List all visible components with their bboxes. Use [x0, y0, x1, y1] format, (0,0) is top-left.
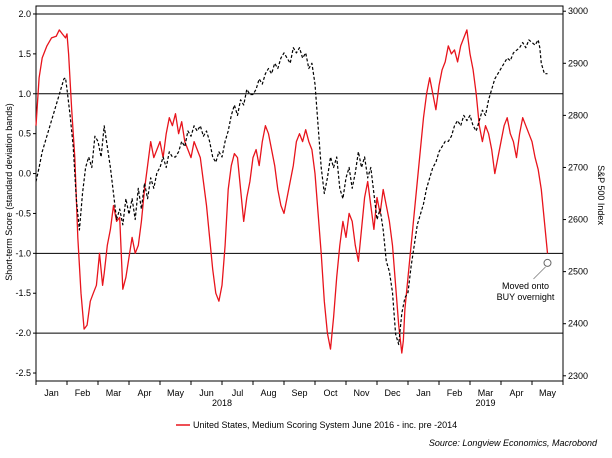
x-tick-label: May — [167, 388, 185, 398]
legend: United States, Medium Scoring System Jun… — [176, 420, 457, 430]
right-tick-label: 2500 — [568, 267, 588, 277]
x-axis-ticks: Jan Feb Mar Apr May Jun Jul Aug Sep Oct Nov Dec Jan F… — [35, 381, 564, 408]
x-tick-label: Jul — [232, 388, 244, 398]
right-tick-label: 2700 — [568, 162, 588, 172]
x-tick-label: Apr — [509, 388, 523, 398]
left-tick-label: 0.5 — [18, 129, 31, 139]
sp500-line — [35, 39, 548, 346]
right-tick-label: 2400 — [568, 319, 588, 329]
annotation-text: Moved onto — [502, 281, 549, 291]
left-tick-label: -2.5 — [15, 368, 31, 378]
right-tick-label: 2600 — [568, 215, 588, 225]
plot-frame — [35, 5, 564, 382]
x-tick-label: Mar — [478, 388, 494, 398]
left-tick-label: -1.5 — [15, 288, 31, 298]
annotation-leader — [533, 266, 546, 280]
right-tick-label: 2300 — [568, 371, 588, 381]
year-label: 2019 — [475, 398, 495, 408]
annotation-text: BUY overnight — [497, 292, 555, 302]
left-axis-title: Short-term Score (standard deviation ban… — [4, 103, 14, 281]
x-tick-label: Sep — [291, 388, 307, 398]
short-term-score-line — [35, 29, 549, 354]
source-note: Source: Longview Economics, Macrobond — [429, 438, 598, 448]
x-tick-label: Oct — [323, 388, 338, 398]
x-tick-label: Aug — [260, 388, 276, 398]
year-label: 2018 — [212, 398, 232, 408]
x-tick-label: Feb — [447, 388, 463, 398]
left-tick-label: -1.0 — [15, 248, 31, 258]
x-tick-label: Dec — [384, 388, 401, 398]
legend-label: United States, Medium Scoring System Jun… — [193, 420, 457, 430]
x-tick-label: Nov — [353, 388, 370, 398]
right-axis-ticks: 2300 2400 2500 2600 2700 2800 2900 3000 — [563, 6, 588, 381]
left-tick-label: 1.5 — [18, 49, 31, 59]
x-tick-label: Mar — [106, 388, 122, 398]
right-tick-label: 2800 — [568, 110, 588, 120]
right-tick-label: 2900 — [568, 58, 588, 68]
x-tick-label: Jan — [416, 388, 431, 398]
series-layer — [35, 29, 549, 354]
left-tick-label: -2.0 — [15, 328, 31, 338]
x-tick-label: Jun — [199, 388, 214, 398]
plot-border — [35, 5, 564, 382]
right-axis-title: S&P 500 Index — [596, 165, 606, 225]
x-tick-label: Apr — [137, 388, 151, 398]
left-tick-label: 2.0 — [18, 9, 31, 19]
left-axis-ticks: -2.5 -2.0 -1.5 -1.0 -0.5 0.0 0.5 1.0 1.5 2.0 — [15, 9, 36, 378]
x-tick-label: May — [539, 388, 557, 398]
x-tick-label: Jan — [44, 388, 59, 398]
reference-lines — [36, 13, 563, 334]
right-tick-label: 3000 — [568, 6, 588, 16]
left-tick-label: 0.0 — [18, 169, 31, 179]
left-tick-label: 1.0 — [18, 89, 31, 99]
x-tick-label: Feb — [75, 388, 91, 398]
annotation-marker — [543, 258, 552, 267]
left-tick-label: -0.5 — [15, 208, 31, 218]
